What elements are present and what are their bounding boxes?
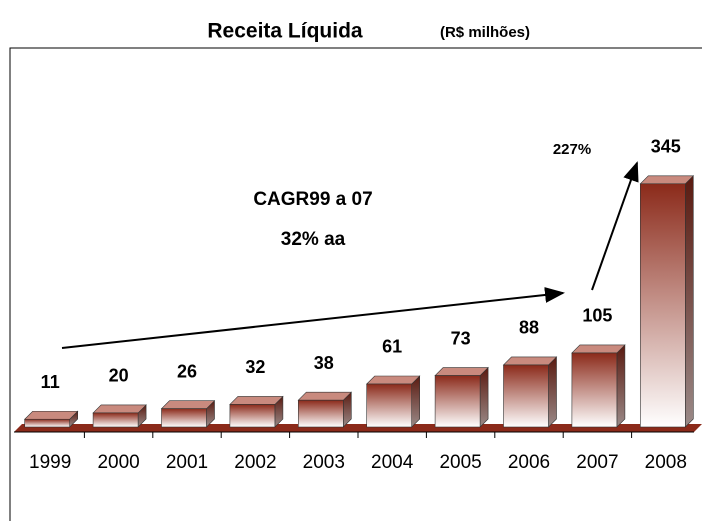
bar-top — [571, 344, 626, 354]
x-tick-label: 2004 — [371, 452, 414, 473]
bar — [161, 408, 207, 428]
x-tick-label: 2001 — [166, 452, 208, 473]
x-tick-label: 2007 — [576, 452, 618, 473]
annotation: 32% aa — [281, 229, 346, 250]
x-tick-label: 2008 — [645, 452, 687, 473]
arrow — [61, 287, 565, 349]
value-label: 61 — [382, 337, 402, 357]
annotation: CAGR99 a 07 — [253, 189, 372, 210]
x-tick-label: 2002 — [234, 452, 276, 473]
value-label: 38 — [314, 353, 334, 373]
bar — [24, 418, 71, 428]
bar-top — [229, 396, 284, 405]
value-label: 20 — [109, 366, 129, 386]
bar-side — [479, 366, 489, 428]
bar — [92, 412, 139, 428]
bar — [503, 364, 549, 428]
x-tick-label: 2005 — [439, 452, 481, 473]
bar — [639, 183, 686, 428]
value-label: 345 — [651, 137, 681, 157]
x-tick-label: 2006 — [508, 452, 550, 473]
bar-side — [411, 375, 421, 428]
value-label: 105 — [582, 306, 612, 326]
chart-subtitle: (R$ milhões) — [440, 24, 530, 41]
value-label: 32 — [245, 357, 265, 377]
x-tick-label: 1999 — [29, 452, 71, 473]
bar — [366, 383, 413, 428]
value-label: 26 — [177, 361, 197, 381]
bar-top — [502, 356, 558, 366]
bar-top — [639, 175, 695, 185]
bar-top — [365, 375, 421, 385]
value-label: 88 — [519, 318, 539, 338]
bar-top — [297, 391, 353, 401]
bar — [571, 352, 618, 428]
bar-side — [684, 175, 694, 428]
arrow — [591, 161, 639, 291]
bar-top — [434, 367, 489, 376]
bar-side — [548, 356, 557, 428]
x-tick-label: 2000 — [97, 452, 139, 473]
x-tick-label: 2003 — [303, 452, 345, 473]
value-label: 73 — [451, 328, 471, 348]
value-label: 11 — [41, 372, 60, 392]
bar-top — [23, 410, 79, 420]
bar-side — [616, 344, 626, 428]
bar — [229, 404, 276, 428]
bar — [434, 375, 481, 428]
chart-title: Receita Líquida — [207, 20, 363, 43]
frame — [9, 47, 702, 521]
bar — [297, 399, 344, 428]
bar-top — [92, 404, 147, 414]
bar-top — [160, 400, 216, 409]
annotation: 227% — [553, 141, 591, 158]
